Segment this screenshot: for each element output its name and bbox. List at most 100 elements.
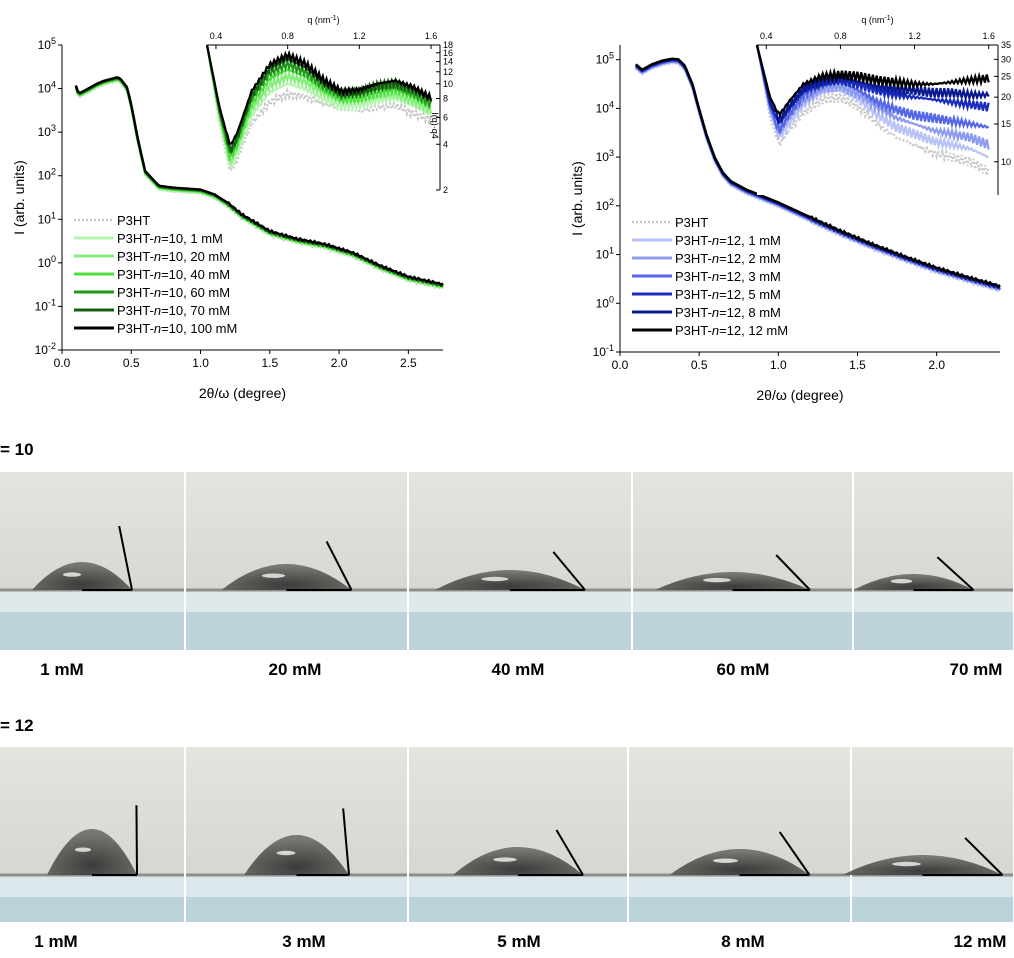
- x-axis-label: 2θ/ω (degree): [756, 387, 843, 403]
- caption-n12-3: 5 mM: [497, 932, 541, 951]
- droplet: [221, 564, 352, 590]
- droplet-photo-2: [186, 472, 407, 650]
- inset-curve-6: [755, 44, 990, 118]
- y-tick-label: 104: [38, 80, 56, 96]
- x-axis-label: 2θ/ω (degree): [199, 385, 286, 401]
- y-tick-label: 104: [596, 99, 614, 115]
- droplet-highlight: [703, 577, 731, 583]
- droplet-photo-1: [0, 472, 184, 650]
- tangent-line: [118, 525, 133, 591]
- inset-x-tick-label: 0.4: [210, 31, 223, 41]
- legend-label-4: P3HT-n=10, 60 mM: [117, 285, 230, 300]
- inset-y-tick-label: 12: [443, 67, 453, 77]
- inset-x-tick-label: 0.8: [281, 31, 294, 41]
- y-tick-label: 100: [38, 254, 56, 270]
- y-tick-label: 102: [38, 167, 56, 183]
- substrate-tint: [186, 612, 407, 650]
- inset-x-tick-label: 1.6: [982, 31, 995, 41]
- tangent-line: [778, 831, 811, 876]
- chart-panel-right: 0.0 0.5 1.0 1.5 2.0 10-1 100 101 102 103 104 105 2θ/…: [569, 15, 1011, 403]
- inset-y-tick-label: 18: [443, 40, 453, 50]
- tangent-line: [555, 829, 584, 876]
- inset-curve-1: [755, 44, 989, 158]
- legend-label-5: P3HT-n=12, 8 mM: [675, 305, 781, 320]
- photo-strip-n10: [0, 472, 1014, 650]
- inset-x-tick-label: 0.8: [834, 31, 847, 41]
- caption-row-n10: 1 mM 20 mM 40 mM 60 mM 70 mM: [0, 660, 1014, 686]
- droplet: [669, 849, 810, 875]
- chart-panel-left: 0.0 0.5 1.0 1.5 2.0 2.510-210-110010110210310…: [11, 15, 453, 401]
- legend-label-4: P3HT-n=12, 5 mM: [675, 287, 781, 302]
- droplet-photo-5: [842, 747, 1013, 922]
- droplet: [435, 570, 585, 590]
- substrate-tint: [854, 612, 1013, 650]
- x-tick-label: 1.5: [849, 358, 866, 372]
- droplet-photo-5: [853, 472, 1013, 650]
- inset-y-tick-label: 2: [443, 185, 448, 195]
- y-tick-label: 100: [596, 294, 614, 310]
- droplet-photo-2: [186, 747, 407, 922]
- x-tick-label: 0.0: [54, 356, 71, 370]
- substrate-tint: [629, 897, 850, 922]
- x-tick-label: 0.5: [123, 356, 140, 370]
- legend-label-1: P3HT-n=10, 1 mM: [117, 231, 223, 246]
- x-tick-label: 0.5: [691, 358, 708, 372]
- y-axis-label: I (arb. units): [569, 161, 585, 236]
- row-label-n10: = 10: [0, 440, 34, 459]
- legend-label-6: P3HT-n=10, 100 mM: [117, 321, 237, 336]
- inset-x-tick-label: 0.4: [760, 31, 773, 41]
- xrd-figure: 0.0 0.5 1.0 1.5 2.0 2.510-210-110010110210310…: [11, 15, 1011, 403]
- inset-x-tick-label: 1.2: [353, 31, 366, 41]
- legend-label-0: P3HT: [117, 213, 150, 228]
- x-tick-label: 1.0: [192, 356, 209, 370]
- y-tick-label: 102: [596, 197, 614, 213]
- inset-y-tick-label: 15: [1001, 119, 1011, 129]
- droplet: [842, 855, 1003, 875]
- inset-curve-0: [205, 44, 433, 172]
- droplet: [853, 574, 974, 590]
- inset-y-tick-label: 25: [1001, 71, 1011, 81]
- series-line-6: [635, 57, 1001, 289]
- photo-strip-n12: [0, 747, 1014, 922]
- inset-y-axis-label: I(q)·q4: [430, 112, 440, 139]
- caption-n12-5: 12 mM: [953, 932, 1007, 951]
- x-tick-label: 0.0: [612, 358, 629, 372]
- caption-n12-4: 8 mM: [721, 932, 765, 951]
- substrate-tint: [409, 897, 627, 922]
- inset-right: 0.4 0.8 1.2 1.6 q (nm-1) 10 15 20 25 30 35: [755, 15, 1011, 195]
- caption-n10-3: 40 mM: [491, 660, 545, 679]
- inset-y-tick-label: 30: [1001, 54, 1011, 64]
- caption-n10-2: 20 mM: [268, 660, 322, 679]
- inset-curve-3: [755, 44, 990, 134]
- substrate-tint: [633, 612, 852, 650]
- inset-curve-0: [755, 44, 990, 176]
- legend-label-6: P3HT-n=12, 12 mM: [675, 323, 788, 338]
- caption-n10-5: 70 mM: [949, 660, 1003, 679]
- caption-n12-2: 3 mM: [282, 932, 326, 951]
- inset-y-tick-label: 4: [443, 139, 448, 149]
- caption-n10-1: 1 mM: [40, 660, 84, 679]
- caption-row-n12: 1 mM 3 mM 5 mM 8 mM 12 mM: [0, 932, 1014, 958]
- inset-y-tick-label: 35: [1001, 40, 1011, 50]
- droplet-highlight: [276, 850, 296, 856]
- inset-x-axis-label: q (nm-1): [307, 15, 339, 25]
- inset-y-tick-label: 8: [443, 94, 448, 104]
- tangent-line: [135, 805, 138, 876]
- y-tick-label: 10-2: [35, 341, 56, 357]
- droplet-highlight: [481, 576, 509, 582]
- inset-y-tick-label: 10: [443, 79, 453, 89]
- inset-x-axis-label: q (nm-1): [861, 15, 893, 25]
- droplet-highlight: [890, 579, 913, 584]
- caption-n10-4: 60 mM: [716, 660, 770, 679]
- y-tick-label: 101: [38, 210, 56, 226]
- x-tick-label: 2.0: [928, 358, 945, 372]
- tangent-line: [325, 540, 353, 591]
- droplet-photo-4: [629, 747, 850, 922]
- tangent-line: [964, 837, 1004, 876]
- tangent-line: [936, 556, 975, 591]
- inset-y-tick-label: 16: [443, 48, 453, 58]
- droplet-highlight: [63, 572, 81, 577]
- y-tick-label: 105: [596, 51, 614, 67]
- y-tick-label: 103: [38, 123, 56, 139]
- x-tick-label: 2.5: [400, 356, 417, 370]
